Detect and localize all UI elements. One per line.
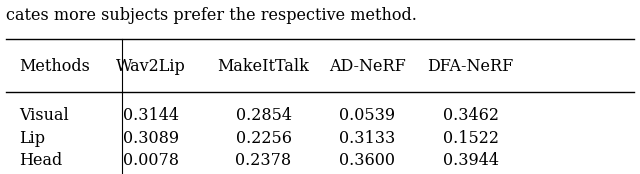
Text: 0.3462: 0.3462: [442, 108, 499, 124]
Text: 0.2378: 0.2378: [236, 152, 292, 169]
Text: Head: Head: [19, 152, 62, 169]
Text: 0.2854: 0.2854: [236, 108, 292, 124]
Text: 0.3944: 0.3944: [442, 152, 499, 169]
Text: cates more subjects prefer the respective method.: cates more subjects prefer the respectiv…: [6, 7, 417, 24]
Text: 0.0078: 0.0078: [123, 152, 179, 169]
Text: 0.0539: 0.0539: [339, 108, 395, 124]
Text: Wav2Lip: Wav2Lip: [116, 58, 186, 75]
Text: 0.3600: 0.3600: [339, 152, 395, 169]
Text: 0.2256: 0.2256: [236, 130, 292, 147]
Text: 0.3089: 0.3089: [123, 130, 179, 147]
Text: Visual: Visual: [19, 108, 68, 124]
Text: 0.3144: 0.3144: [123, 108, 179, 124]
Text: Lip: Lip: [19, 130, 45, 147]
Text: MakeItTalk: MakeItTalk: [218, 58, 310, 75]
Text: Methods: Methods: [19, 58, 90, 75]
Text: 0.3133: 0.3133: [339, 130, 395, 147]
Text: 0.1522: 0.1522: [442, 130, 499, 147]
Text: AD-NeRF: AD-NeRF: [329, 58, 405, 75]
Text: DFA-NeRF: DFA-NeRF: [428, 58, 514, 75]
